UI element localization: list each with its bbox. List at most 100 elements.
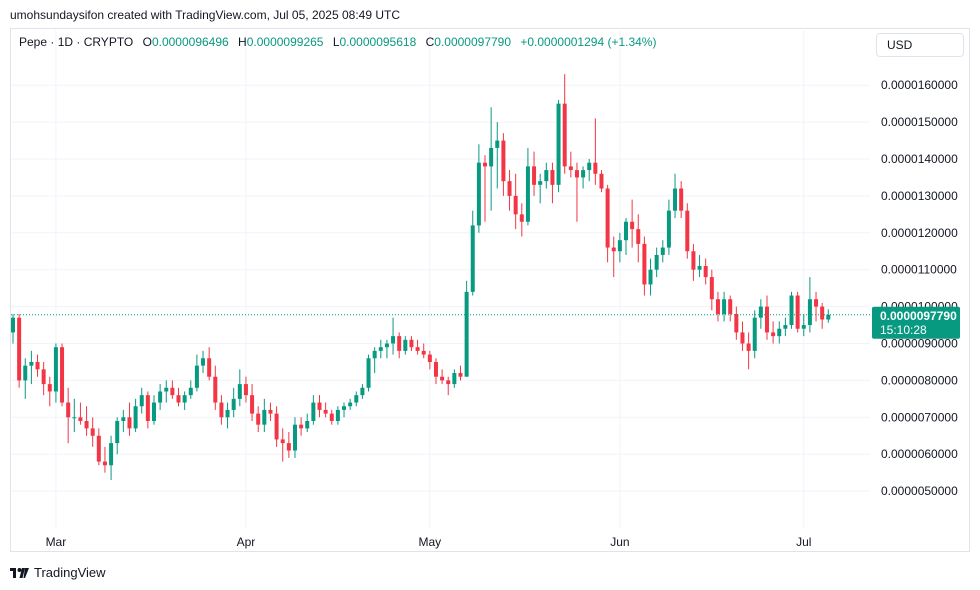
- candle: [23, 358, 28, 399]
- candle: [84, 406, 89, 436]
- candle: [801, 313, 806, 337]
- candle-body: [151, 402, 156, 421]
- candle-body: [691, 251, 696, 270]
- candle-body: [78, 417, 83, 421]
- candle-body: [544, 170, 549, 182]
- candle: [697, 254, 702, 278]
- candle: [666, 199, 671, 255]
- candle-body: [72, 417, 77, 419]
- candle-body: [599, 173, 604, 189]
- candle: [366, 354, 371, 392]
- candle-body: [752, 317, 757, 351]
- candle: [372, 347, 377, 374]
- candle-body: [654, 254, 659, 270]
- candle: [378, 339, 383, 359]
- y-axis-ticks: 0.0000050000 0.0000060000 0.0000070000 0.00…: [881, 78, 958, 498]
- candle: [323, 402, 328, 418]
- candle-body: [433, 361, 438, 377]
- candle-body: [415, 347, 420, 351]
- candle: [280, 428, 285, 462]
- candle-body: [470, 225, 475, 292]
- x-tick-label: May: [419, 535, 442, 549]
- candles: [11, 74, 831, 481]
- candle-body: [109, 443, 114, 466]
- candle-body: [685, 210, 690, 252]
- candle: [29, 350, 34, 385]
- candle-body: [403, 339, 408, 351]
- candle-body: [121, 417, 126, 421]
- candle: [746, 332, 751, 370]
- y-tick-label: 0.0000080000: [881, 373, 958, 387]
- x-tick-label: Apr: [237, 535, 256, 549]
- candle-body: [29, 361, 34, 366]
- candle: [299, 417, 304, 436]
- candle: [464, 280, 469, 377]
- candle-body: [660, 247, 665, 255]
- candle: [151, 395, 156, 425]
- candle-body: [697, 266, 702, 270]
- candle-body: [458, 373, 463, 377]
- x-tick-label: Jun: [610, 535, 629, 549]
- candle-body: [127, 417, 132, 429]
- candle-body: [372, 350, 377, 359]
- candle-body: [164, 387, 169, 392]
- candle-body: [642, 243, 647, 285]
- candle-body: [574, 170, 579, 178]
- candle-body: [280, 439, 285, 444]
- candle-body: [139, 395, 144, 407]
- candle: [777, 321, 782, 344]
- candle: [495, 122, 500, 189]
- candle-body: [740, 332, 745, 344]
- candle-body: [182, 395, 187, 403]
- candle-body: [648, 269, 653, 285]
- chart-frame: [10, 28, 970, 552]
- candle-body: [807, 299, 812, 326]
- candle-body: [666, 210, 671, 248]
- candle: [550, 162, 555, 204]
- candle: [360, 384, 365, 399]
- attribution-text: umohsundaysifon created with TradingView…: [10, 8, 400, 22]
- candle-body: [709, 277, 714, 300]
- candle: [574, 162, 579, 222]
- candle: [807, 277, 812, 333]
- footer-brand[interactable]: TradingView: [10, 565, 106, 580]
- candle: [470, 210, 475, 296]
- candle: [630, 199, 635, 248]
- candle-body: [789, 295, 794, 326]
- candle-body: [728, 299, 733, 314]
- currency-button[interactable]: USD: [876, 33, 964, 57]
- candle: [35, 354, 40, 377]
- x-axis-ticks: Mar Apr May Jun Jul: [46, 535, 812, 549]
- candle: [11, 313, 15, 344]
- candle-body: [84, 420, 89, 429]
- candle: [483, 155, 488, 222]
- candle: [605, 184, 610, 263]
- candle-body: [795, 295, 800, 329]
- candle: [642, 236, 647, 296]
- candle-body: [305, 420, 310, 429]
- candle-body: [519, 214, 524, 222]
- candle-body: [90, 428, 95, 436]
- candle: [127, 402, 132, 436]
- candle-body: [256, 413, 261, 425]
- candle-body: [464, 291, 469, 377]
- candle-body: [299, 424, 304, 429]
- candle: [501, 133, 506, 196]
- candle: [679, 181, 684, 219]
- candle-body: [501, 140, 506, 182]
- candle-body: [758, 306, 763, 318]
- candle-body: [311, 402, 316, 421]
- candle: [532, 151, 537, 196]
- candle-body: [532, 166, 537, 185]
- candle: [476, 144, 481, 233]
- candle: [139, 387, 144, 414]
- candle: [648, 258, 653, 296]
- y-tick-label: 0.0000110000: [881, 263, 957, 277]
- candle-body: [593, 162, 598, 174]
- candle: [654, 247, 659, 278]
- candle-body: [771, 332, 776, 337]
- low-value: 0.0000095618: [339, 35, 417, 49]
- y-tick-label: 0.0000060000: [881, 447, 958, 461]
- candle-body: [476, 162, 481, 226]
